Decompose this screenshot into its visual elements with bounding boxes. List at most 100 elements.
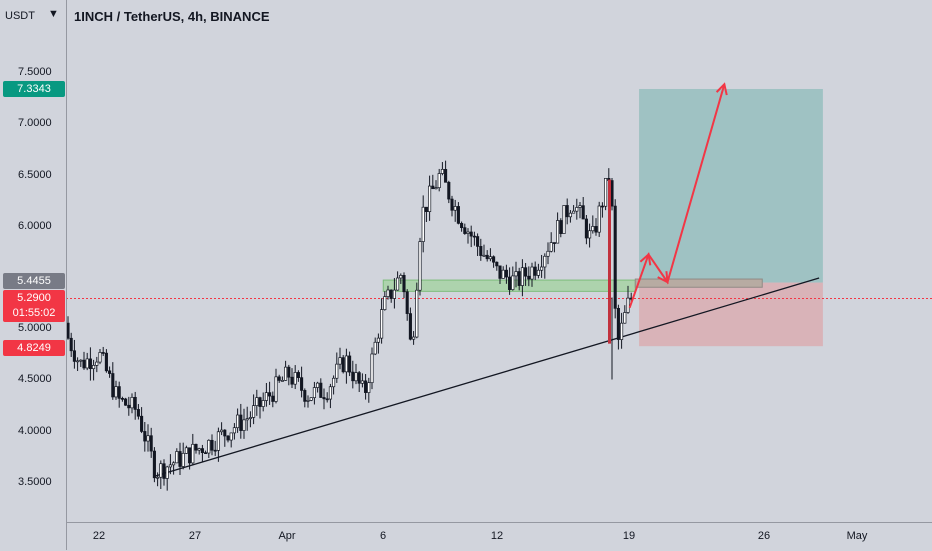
candle-down: [552, 242, 556, 244]
candle-down: [408, 313, 412, 340]
arrow-head-up-2: [715, 82, 728, 96]
candle-down: [498, 265, 502, 279]
price-axis[interactable]: USDT ▼ 7.5000 7.0000 6.5000 6.0000 5.000…: [0, 0, 67, 550]
trendline: [155, 277, 820, 477]
candle-up: [488, 256, 492, 260]
candles-group: [66, 160, 633, 491]
candle-down: [303, 390, 307, 402]
candle-up: [575, 207, 579, 212]
candle-down: [223, 429, 227, 437]
candle-up: [360, 380, 364, 384]
candle-up: [626, 297, 630, 313]
candle-down: [616, 307, 620, 340]
candle-up: [335, 363, 339, 379]
candle-down: [322, 397, 326, 400]
candle-up: [466, 231, 470, 234]
candle-up: [98, 352, 102, 363]
candle-up: [159, 463, 163, 478]
candle-up: [168, 464, 172, 468]
candle-up: [280, 379, 284, 382]
candle-down: [104, 352, 108, 372]
candle-up: [376, 337, 380, 343]
candle-down: [140, 415, 144, 432]
candle-down: [524, 267, 528, 277]
candle-down: [277, 376, 281, 381]
candle-down: [594, 226, 598, 233]
symbol-title[interactable]: 1INCH / TetherUS, 4h, BINANCE: [74, 9, 270, 24]
candle-up: [383, 296, 387, 310]
candle-up: [146, 435, 150, 442]
candle-up: [453, 206, 457, 211]
price-tick: 5.0000: [18, 322, 52, 334]
chevron-down-icon[interactable]: ▼: [48, 8, 59, 20]
countdown-timer: 01:55:02: [12, 307, 56, 319]
entry-level-box: [634, 278, 763, 288]
candle-down: [136, 409, 140, 417]
candle-up: [562, 205, 566, 234]
candle-up: [556, 220, 560, 244]
candle-down: [341, 357, 345, 373]
candle-down: [504, 269, 508, 278]
time-tick: Apr: [278, 530, 296, 542]
entry-price-badge: 5.4455: [3, 273, 65, 289]
candle-up: [520, 267, 524, 286]
profit-target-zone: [639, 88, 823, 283]
candle-down: [296, 372, 300, 378]
price-tick: 6.5000: [18, 169, 52, 181]
candle-down: [200, 448, 204, 454]
price-tick: 4.5000: [18, 373, 52, 385]
candle-up: [191, 443, 195, 464]
candle-down: [178, 451, 182, 467]
candle-up: [380, 309, 384, 339]
candle-up: [207, 439, 211, 454]
candle-up: [396, 277, 400, 291]
candle-up: [373, 341, 377, 355]
candle-down: [485, 254, 489, 260]
candle-up: [386, 289, 390, 297]
candle-up: [511, 275, 515, 290]
currency-unit[interactable]: USDT: [5, 10, 35, 22]
candle-down: [124, 398, 128, 406]
candle-up: [367, 382, 371, 393]
candle-up: [175, 451, 179, 464]
candle-up: [92, 364, 96, 370]
price-tick: 6.0000: [18, 220, 52, 232]
candle-down: [405, 291, 409, 314]
candle-down: [111, 373, 115, 398]
candle-down: [357, 372, 361, 384]
candle-down: [610, 180, 614, 207]
candle-down: [101, 352, 105, 354]
candle-up: [546, 250, 550, 257]
candle-up: [232, 427, 236, 434]
candle-up: [114, 386, 118, 398]
candle-down: [447, 181, 451, 200]
candle-up: [76, 360, 80, 363]
time-tick: 27: [188, 530, 202, 542]
candle-up: [437, 173, 441, 189]
time-tick: 6: [379, 530, 387, 542]
time-tick: 22: [92, 530, 106, 542]
time-axis[interactable]: [66, 522, 932, 551]
candle-down: [319, 382, 323, 398]
candle-up: [588, 230, 592, 239]
candle-up: [328, 386, 332, 400]
candle-down: [152, 450, 156, 479]
candle-down: [431, 185, 435, 190]
candle-down: [348, 355, 352, 373]
candle-down: [600, 205, 604, 208]
time-tick: 19: [622, 530, 636, 542]
candle-up: [242, 419, 246, 431]
candle-down: [613, 205, 617, 309]
arrow-head-down: [657, 271, 669, 284]
candle-up: [540, 266, 544, 271]
candle-down: [271, 395, 275, 402]
time-tick: May: [846, 530, 868, 542]
candle-up: [412, 336, 416, 340]
candle-up: [245, 418, 249, 421]
last-price-badge: 5.2900 01:55:02: [3, 290, 65, 322]
candle-down: [364, 380, 368, 393]
candle-up: [604, 177, 608, 207]
candle-down: [117, 386, 121, 399]
